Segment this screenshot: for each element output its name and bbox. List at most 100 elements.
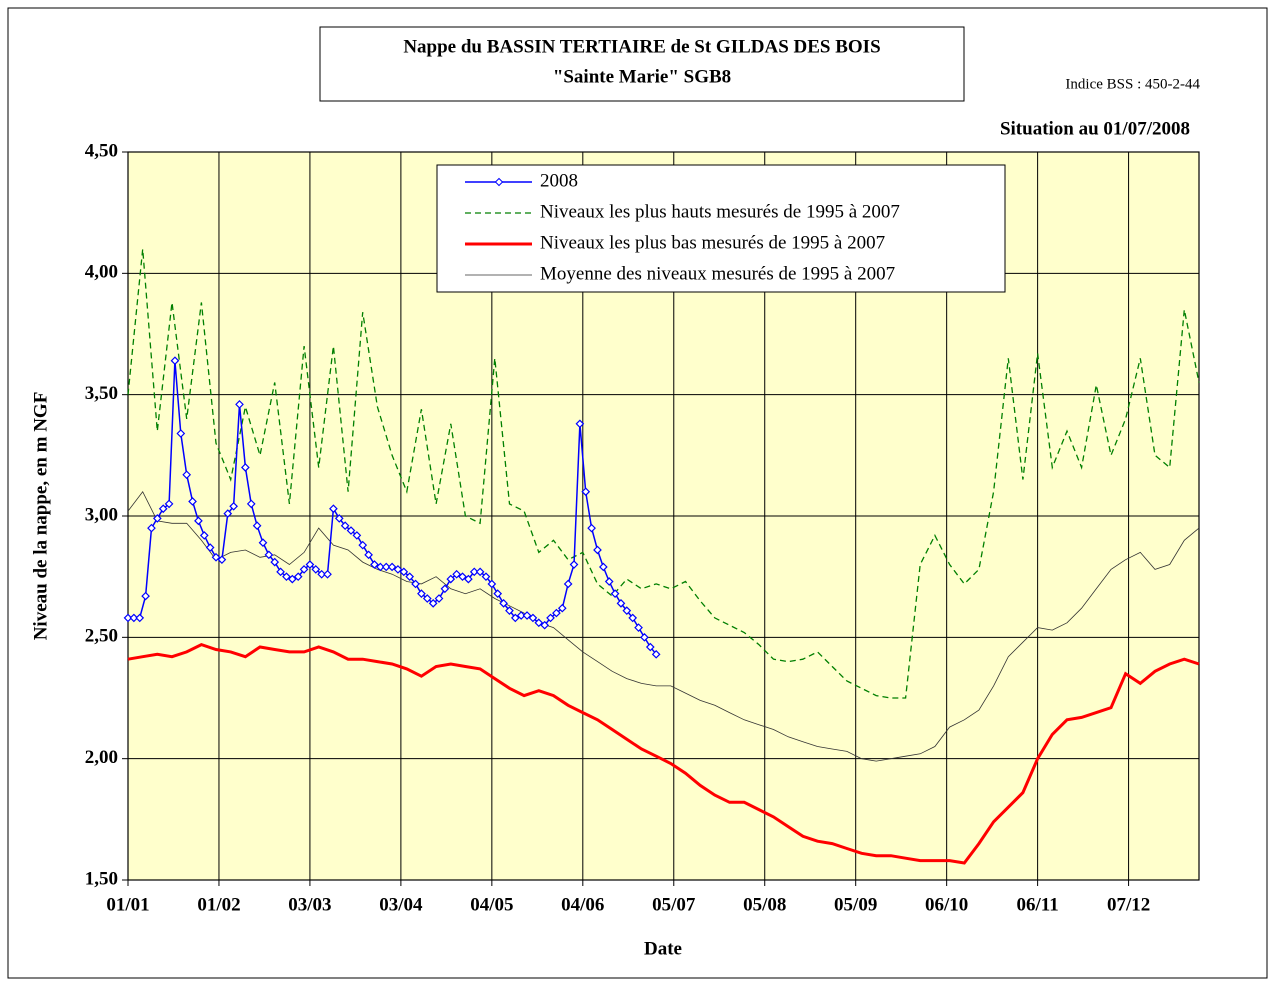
data-point: [452, 569, 461, 579]
x-tick-label: 05/08: [743, 894, 786, 915]
data-point: [434, 594, 444, 603]
data-point: [176, 429, 186, 438]
data-point: [352, 531, 362, 540]
data-point: [399, 567, 409, 577]
x-axis-title: Date: [644, 938, 682, 959]
data-point: [645, 642, 655, 652]
data-point: [364, 550, 373, 560]
chart-subtitle: "Sainte Marie" SGB8: [553, 66, 731, 87]
data-point: [587, 523, 596, 533]
data-point: [557, 603, 567, 613]
annotation: Situation au 01/07/2008: [1000, 118, 1190, 139]
data-point: [581, 487, 591, 497]
data-point: [393, 565, 403, 574]
data-point: [575, 419, 585, 429]
data-point: [464, 574, 473, 584]
x-tick-label: 05/07: [652, 894, 696, 915]
data-point: [370, 560, 379, 569]
data-point: [317, 569, 327, 579]
data-point: [428, 599, 438, 608]
data-point: [481, 572, 491, 582]
y-axis-title: Niveau de la nappe, en m NGF: [30, 392, 51, 641]
data-point: [188, 497, 197, 506]
y-tick-label: 2,50: [85, 626, 118, 647]
data-point: [241, 463, 250, 472]
data-point: [381, 562, 391, 572]
data-point: [164, 499, 174, 509]
data-point: [199, 531, 209, 540]
x-tick-label: 06/10: [925, 894, 968, 915]
data-point: [182, 470, 192, 480]
x-tick-label: 01/01: [106, 894, 149, 915]
data-point: [610, 589, 620, 599]
data-point: [651, 649, 661, 659]
data-point: [604, 577, 614, 586]
series-line: [127, 249, 1200, 699]
data-point: [270, 557, 280, 567]
legend-marker: [494, 177, 504, 187]
data-point: [598, 562, 608, 572]
data-point: [505, 606, 514, 615]
x-tick-label: 01/02: [197, 894, 240, 915]
data-point: [569, 560, 579, 569]
y-tick-label: 4,50: [85, 140, 118, 161]
data-point: [516, 611, 526, 620]
data-point: [340, 521, 350, 531]
plot-border: [127, 151, 1200, 881]
data-point: [264, 550, 274, 560]
data-point: [334, 514, 344, 523]
series-line: [127, 490, 1200, 762]
data-point: [287, 574, 297, 584]
data-point: [158, 504, 168, 514]
data-point: [493, 589, 503, 599]
y-tick-label: 2,00: [85, 747, 118, 768]
series-line: [127, 642, 1200, 865]
data-point: [628, 613, 638, 623]
data-point: [252, 521, 262, 531]
data-point: [141, 591, 150, 601]
data-point: [616, 599, 626, 608]
data-point: [387, 562, 397, 572]
x-tick-label: 06/11: [1016, 894, 1058, 915]
data-point: [129, 613, 139, 623]
chart-title: Nappe du BASSIN TERTIAIRE de St GILDAS D…: [403, 36, 880, 57]
data-point: [469, 567, 479, 577]
data-point: [622, 606, 632, 615]
x-tick-label: 04/06: [561, 894, 604, 915]
data-point: [223, 509, 233, 518]
data-point: [123, 613, 133, 623]
data-point: [540, 620, 550, 630]
y-tick-label: 3,50: [85, 383, 118, 404]
data-point: [522, 611, 532, 620]
data-point: [358, 540, 368, 550]
data-point: [211, 552, 221, 562]
data-point: [458, 572, 467, 582]
data-point: [510, 613, 520, 623]
y-tick-label: 3,00: [85, 504, 118, 525]
data-point: [293, 572, 303, 582]
legend-box: [436, 164, 1006, 293]
data-point: [217, 555, 227, 565]
data-point: [405, 572, 415, 582]
data-point: [552, 608, 561, 618]
x-tick-label: 07/12: [1107, 894, 1150, 915]
data-point: [299, 565, 309, 574]
legend-label: Moyenne des niveaux mesurés de 1995 à 20…: [540, 263, 895, 284]
data-point: [282, 572, 291, 582]
legend-label: 2008: [540, 170, 578, 191]
x-tick-label: 05/09: [834, 894, 877, 915]
data-point: [446, 574, 456, 584]
data-point: [563, 579, 573, 589]
title-box: [319, 26, 965, 102]
legend-label: Niveaux les plus hauts mesurés de 1995 à…: [540, 201, 900, 222]
data-point: [305, 560, 315, 569]
data-point: [499, 599, 508, 608]
data-point: [170, 356, 180, 366]
data-point: [475, 567, 485, 577]
data-point: [329, 504, 338, 514]
data-point: [276, 567, 285, 577]
data-point: [422, 594, 432, 603]
data-point: [528, 613, 538, 623]
x-tick-label: 03/03: [288, 894, 331, 915]
